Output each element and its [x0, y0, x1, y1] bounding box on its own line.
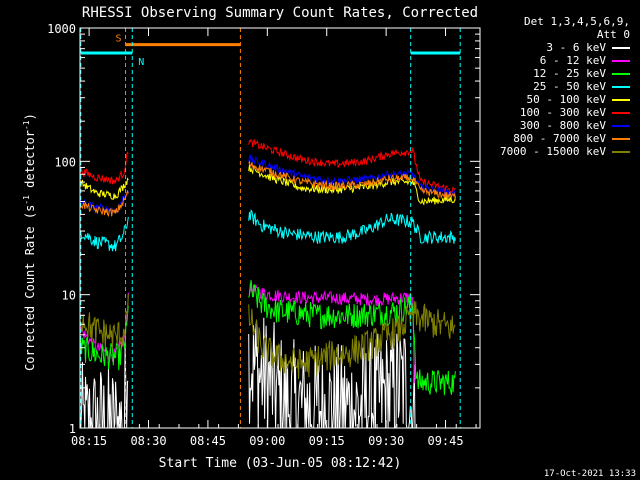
- legend-item-7: 800 - 7000 keV: [513, 132, 630, 145]
- y-label-end: ): [23, 113, 37, 120]
- annotation-S-label: S: [116, 34, 122, 45]
- x-tick-label-3: 09:00: [249, 434, 285, 448]
- legend-item-label: 3 - 6 keV: [546, 41, 606, 54]
- legend-swatch: [612, 99, 630, 101]
- legend-swatch: [612, 138, 630, 140]
- legend-item-4: 50 - 100 keV: [527, 93, 630, 106]
- legend-swatch: [612, 60, 630, 62]
- chart-title: RHESSI Observing Summary Count Rates, Co…: [82, 5, 478, 21]
- x-axis-label: Start Time (03-Jun-05 08:12:42): [159, 456, 402, 471]
- legend-item-label: 25 - 50 keV: [533, 80, 606, 93]
- legend-item-8: 7000 - 15000 keV: [500, 145, 630, 158]
- series-line-4: [79, 164, 456, 206]
- series-line-6: [79, 153, 456, 214]
- legend-item-label: 300 - 800 keV: [519, 119, 606, 132]
- y-axis-label: Corrected Count Rate (s-1 detector-1): [22, 113, 37, 371]
- y-label-sup1: -1: [22, 195, 31, 205]
- legend-item-2: 12 - 25 keV: [533, 67, 630, 80]
- y-label-main: Corrected Count Rate (s: [23, 205, 37, 371]
- y-tick-label-2: 100: [54, 155, 76, 169]
- series-line-7: [79, 160, 456, 217]
- plot-frame: [79, 27, 481, 429]
- legend-item-5: 100 - 300 keV: [520, 106, 630, 119]
- series-line-5: [79, 138, 456, 194]
- legend-swatch: [612, 47, 630, 49]
- legend-item-6: 300 - 800 keV: [520, 119, 630, 132]
- y-tick-label-3: 1000: [47, 22, 76, 36]
- legend-swatch: [612, 125, 630, 127]
- x-tick-label-6: 09:45: [427, 434, 463, 448]
- legend-swatch: [612, 112, 630, 114]
- x-tick-label-0: 08:15: [71, 434, 107, 448]
- legend-item-label: 100 - 300 keV: [519, 106, 606, 119]
- legend-item-0: 3 - 6 keV: [546, 41, 630, 54]
- series-line-2: [79, 279, 456, 396]
- legend-item-label: 7000 - 15000 keV: [500, 145, 606, 158]
- legend-header-line2: Att 0: [596, 28, 630, 41]
- legend-header-line1: Det 1,3,4,5,6,9,: [524, 15, 630, 28]
- y-tick-label-0: 1: [69, 422, 76, 436]
- annotation-N-label: N: [138, 57, 144, 68]
- x-tick-label-2: 08:45: [190, 434, 226, 448]
- y-tick-label-1: 10: [62, 289, 76, 303]
- x-tick-label-1: 08:30: [130, 434, 166, 448]
- y-label-mid: detector: [23, 130, 37, 195]
- series-line-3: [79, 209, 456, 252]
- series-line-8: [79, 294, 456, 380]
- legend-swatch: [612, 86, 630, 88]
- legend-swatch: [612, 151, 630, 153]
- legend-item-label: 800 - 7000 keV: [513, 132, 606, 145]
- legend-swatch: [612, 73, 630, 75]
- legend-item-1: 6 - 12 keV: [540, 54, 630, 67]
- legend-item-label: 6 - 12 keV: [539, 54, 606, 67]
- legend-item-3: 25 - 50 keV: [533, 80, 630, 93]
- x-tick-label-4: 09:15: [309, 434, 345, 448]
- x-tick-label-5: 09:30: [368, 434, 404, 448]
- legend-item-label: 12 - 25 keV: [533, 67, 606, 80]
- footer-date: 17-Oct-2021 13:33: [544, 469, 636, 479]
- legend-item-label: 50 - 100 keV: [526, 93, 606, 106]
- y-label-sup2: -1: [22, 120, 31, 130]
